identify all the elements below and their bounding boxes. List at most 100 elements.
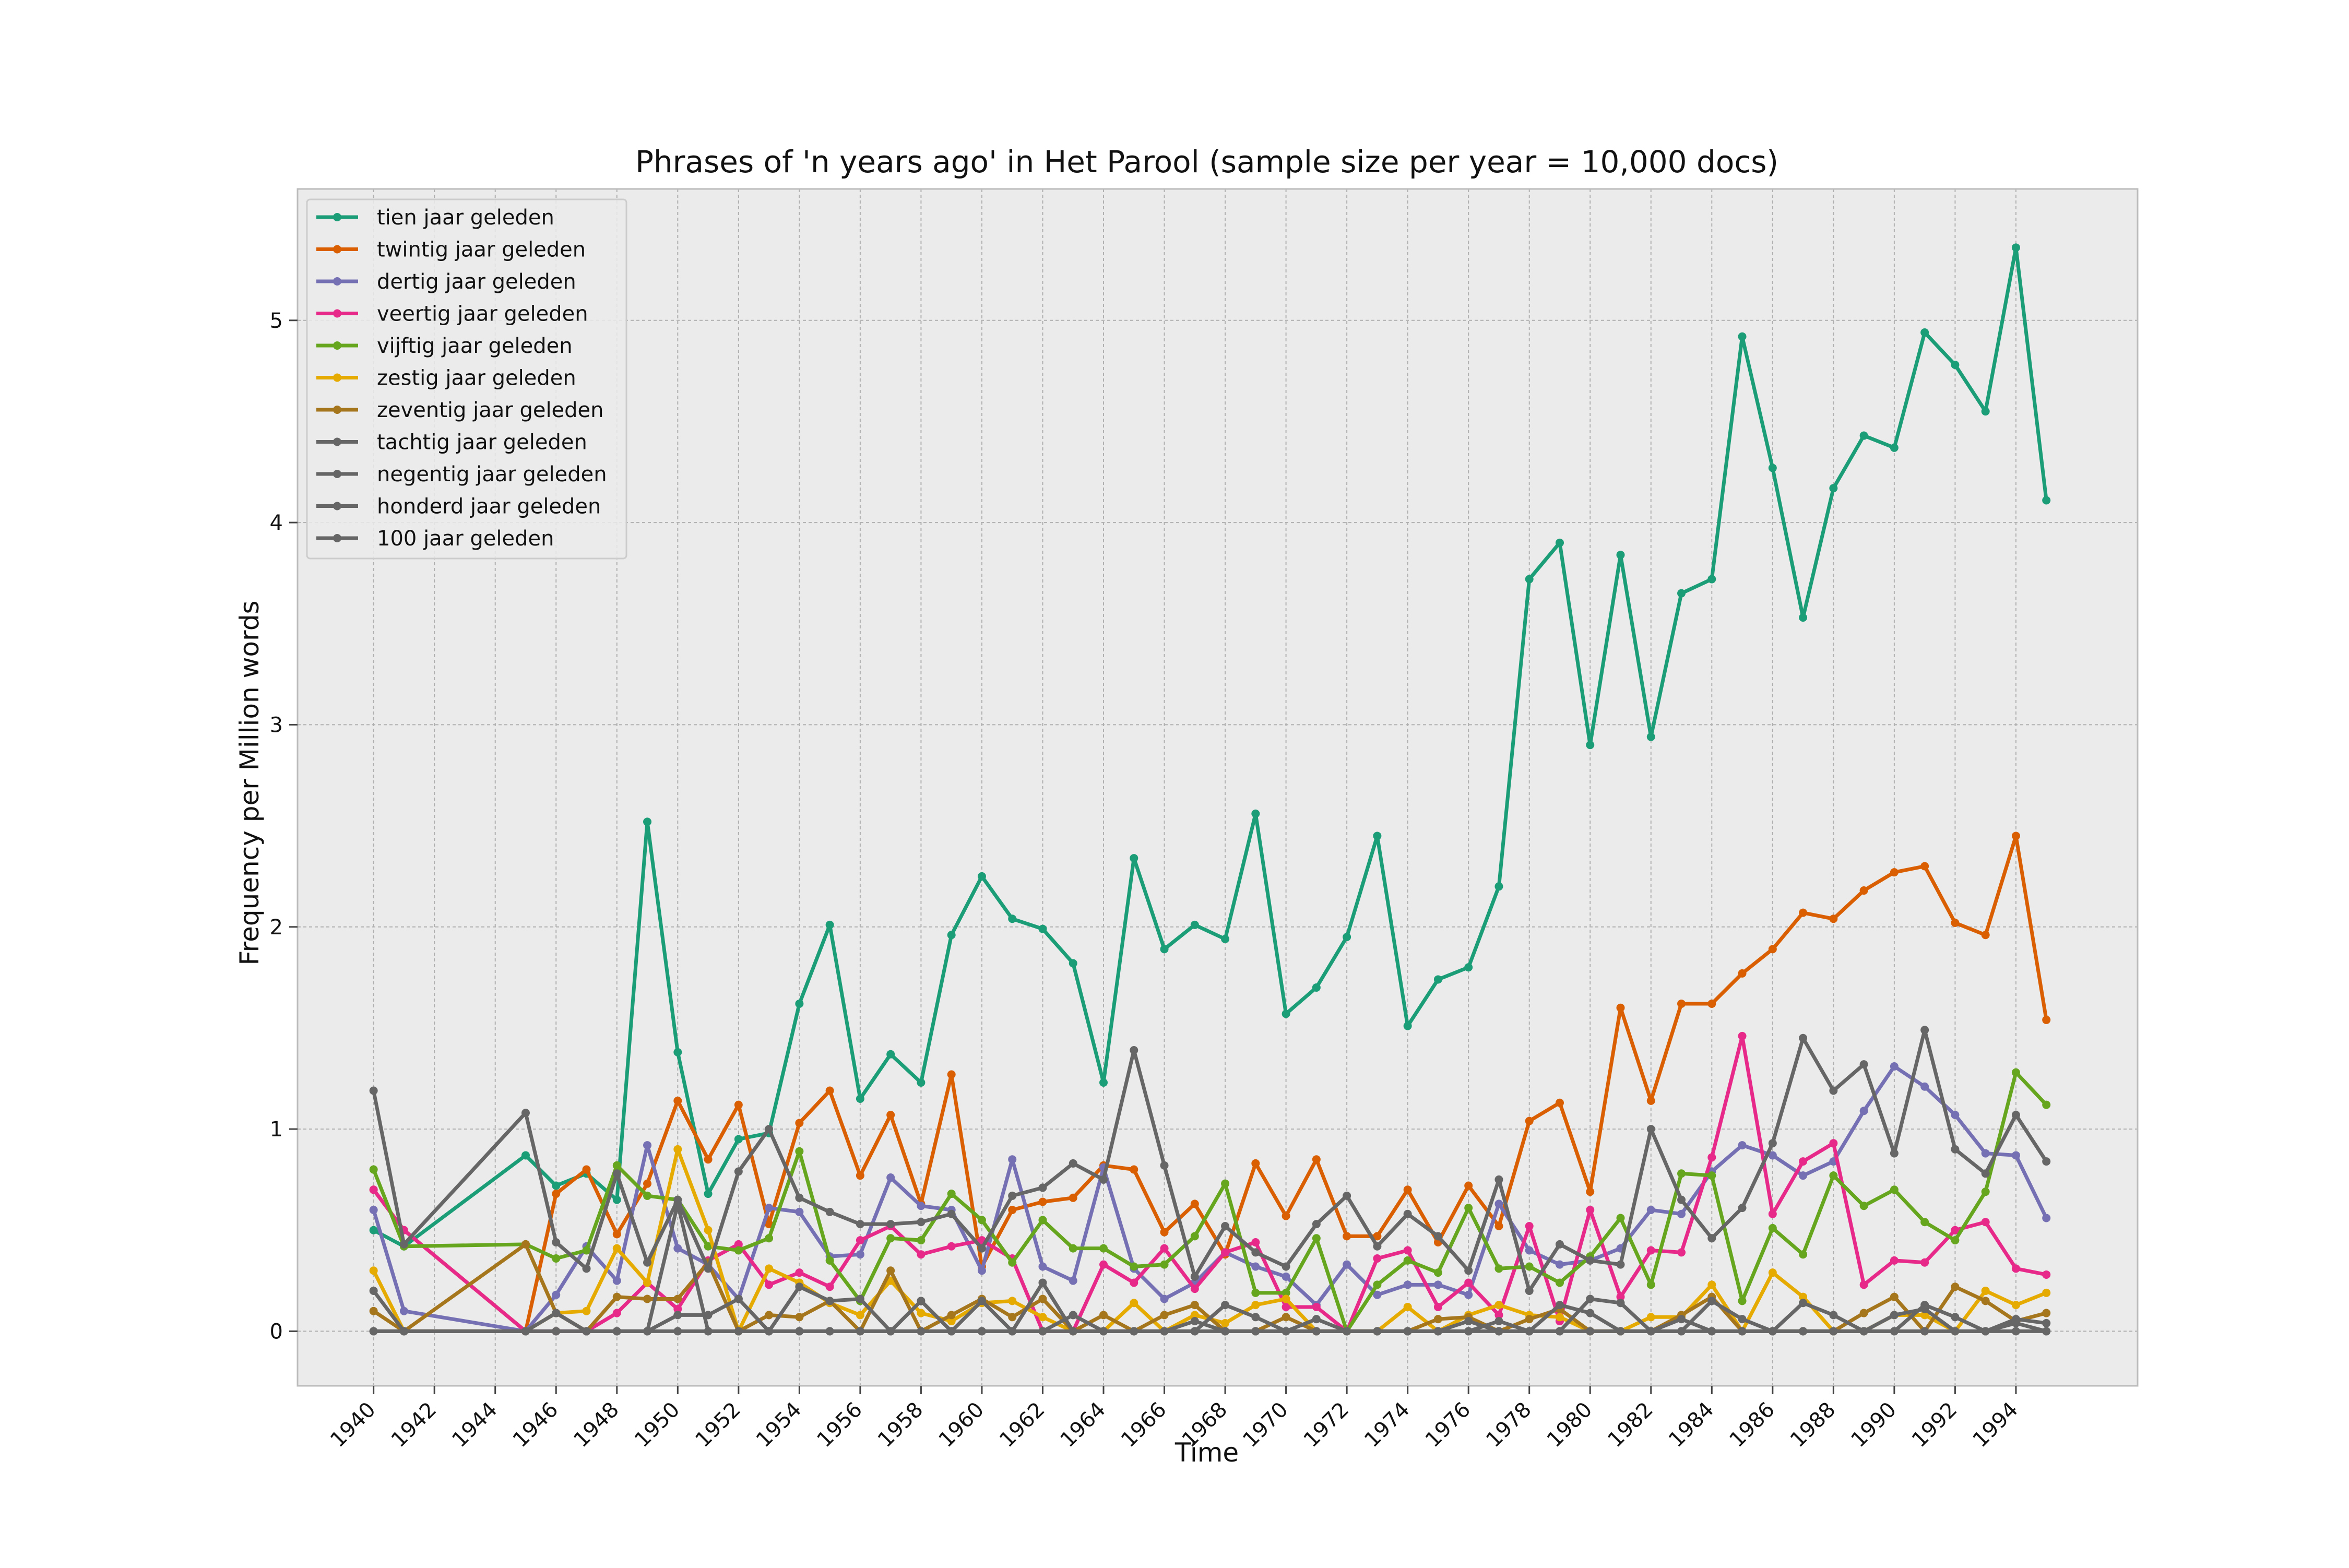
- data-point: [582, 1165, 591, 1174]
- data-point: [643, 1294, 652, 1303]
- data-point: [612, 1276, 621, 1285]
- data-point: [1799, 1299, 1808, 1308]
- data-point: [1008, 914, 1017, 923]
- data-point: [1920, 1026, 1929, 1035]
- data-point: [399, 1327, 408, 1336]
- data-point: [399, 1306, 408, 1315]
- data-point: [795, 1119, 804, 1127]
- chart-title: Phrases of 'n years ago' in Het Parool (…: [635, 144, 1778, 180]
- data-point: [1768, 1151, 1777, 1160]
- data-point: [1677, 1315, 1686, 1324]
- data-point: [1038, 924, 1047, 933]
- data-point: [1403, 1280, 1412, 1289]
- legend-swatch-marker: [333, 341, 341, 350]
- data-point: [734, 1100, 743, 1109]
- data-point: [977, 872, 986, 881]
- data-point: [552, 1290, 561, 1299]
- data-point: [1646, 1125, 1655, 1134]
- series-group: [369, 1327, 2051, 1336]
- legend-label: vijftig jaar geleden: [377, 334, 573, 358]
- data-point: [2011, 1151, 2020, 1160]
- data-point: [1768, 1209, 1777, 1218]
- data-point: [1282, 1288, 1290, 1297]
- data-point: [2011, 831, 2020, 840]
- data-point: [1373, 1280, 1382, 1289]
- data-point: [1951, 1110, 1960, 1119]
- data-point: [1282, 1262, 1290, 1271]
- data-point: [917, 1250, 926, 1259]
- data-point: [1586, 1256, 1595, 1265]
- data-point: [977, 1327, 986, 1336]
- data-point: [1494, 1199, 1503, 1208]
- data-point: [1951, 1313, 1960, 1322]
- x-tick-label: 1952: [691, 1398, 745, 1453]
- data-point: [1312, 1302, 1321, 1311]
- x-tick-label: 1992: [1907, 1398, 1962, 1453]
- data-point: [1738, 1141, 1747, 1150]
- x-tick-label: 1962: [995, 1398, 1050, 1453]
- data-point: [1160, 1311, 1169, 1320]
- data-point: [1464, 1266, 1473, 1275]
- data-point: [643, 817, 652, 826]
- x-tick-label: 1994: [1968, 1398, 2023, 1453]
- data-point: [1799, 1292, 1808, 1301]
- data-point: [1555, 538, 1564, 547]
- data-point: [1190, 1317, 1199, 1326]
- data-point: [1282, 1294, 1290, 1303]
- series-group: [369, 243, 2051, 1251]
- data-point: [1738, 1297, 1747, 1305]
- data-point: [582, 1327, 591, 1336]
- data-point: [1525, 1315, 1534, 1324]
- data-point: [1038, 1183, 1047, 1192]
- data-point: [917, 1218, 926, 1227]
- data-point: [1464, 1317, 1473, 1326]
- data-point: [1403, 1209, 1412, 1218]
- data-point: [1433, 1232, 1442, 1241]
- data-point: [1677, 1327, 1686, 1336]
- x-tick-label: 1956: [812, 1398, 867, 1453]
- data-point: [1738, 1315, 1747, 1324]
- data-point: [1373, 831, 1382, 840]
- data-point: [1677, 1169, 1686, 1178]
- data-point: [856, 1220, 864, 1229]
- x-tick-label: 1960: [934, 1398, 989, 1453]
- data-point: [1890, 443, 1899, 452]
- data-point: [369, 1226, 378, 1234]
- data-point: [947, 1242, 956, 1251]
- data-point: [1312, 1234, 1321, 1243]
- data-point: [1829, 1327, 1838, 1336]
- data-point: [1890, 1292, 1899, 1301]
- data-point: [2042, 496, 2051, 505]
- data-point: [643, 1327, 652, 1336]
- data-point: [1433, 1268, 1442, 1277]
- data-point: [1586, 1294, 1595, 1303]
- data-point: [795, 1207, 804, 1216]
- data-point: [1190, 1199, 1199, 1208]
- data-point: [917, 1327, 926, 1336]
- series-group: [369, 831, 2051, 1336]
- x-tick-label: 1980: [1543, 1398, 1597, 1453]
- data-point: [1099, 1327, 1108, 1336]
- data-point: [704, 1155, 713, 1164]
- legend-label: twintig jaar geleden: [377, 238, 586, 262]
- data-point: [704, 1226, 713, 1234]
- data-point: [521, 1109, 530, 1118]
- data-point: [1555, 1240, 1564, 1249]
- data-point: [1494, 1222, 1503, 1231]
- data-point: [1586, 1309, 1595, 1317]
- data-point: [521, 1327, 530, 1336]
- legend-label: dertig jaar geleden: [377, 270, 576, 294]
- data-point: [1464, 1278, 1473, 1287]
- x-tick-label: 1940: [326, 1398, 381, 1453]
- data-point: [1555, 1327, 1564, 1336]
- data-point: [612, 1169, 621, 1178]
- data-point: [1738, 332, 1747, 341]
- data-point: [765, 1125, 774, 1134]
- data-point: [1616, 1003, 1625, 1012]
- data-point: [643, 1278, 652, 1287]
- data-point: [673, 1294, 682, 1303]
- data-point: [1646, 1313, 1655, 1322]
- data-point: [704, 1190, 713, 1198]
- data-point: [977, 1266, 986, 1275]
